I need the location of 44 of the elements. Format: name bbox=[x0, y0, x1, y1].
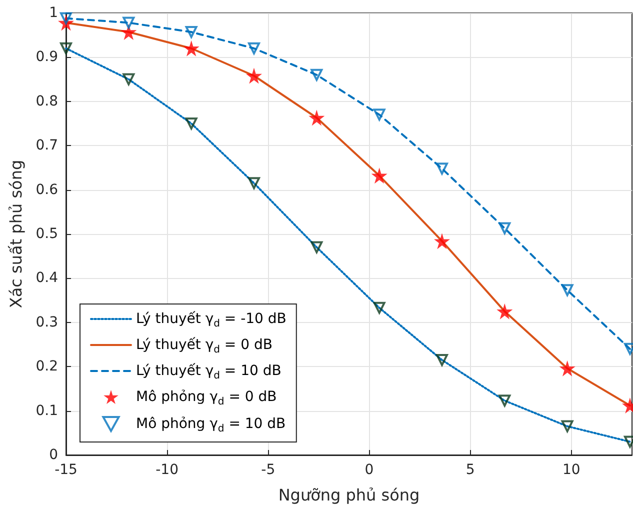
point bbox=[183, 40, 200, 56]
y-tick-label: 0.8 bbox=[36, 93, 58, 110]
point bbox=[434, 233, 450, 250]
point bbox=[561, 284, 574, 296]
point bbox=[310, 241, 323, 254]
y-tick-label: 0.1 bbox=[36, 402, 58, 419]
point bbox=[436, 354, 448, 366]
point bbox=[122, 73, 135, 86]
point bbox=[60, 42, 72, 54]
x-tick-label: 10 bbox=[562, 462, 580, 478]
x-tick-label: -10 bbox=[156, 462, 179, 478]
y-tick-label: 1 bbox=[49, 5, 58, 21]
point bbox=[248, 42, 260, 54]
y-tick-label: 0.6 bbox=[36, 182, 58, 198]
point bbox=[373, 302, 386, 314]
x-tick-label: 5 bbox=[466, 462, 475, 478]
y-tick-label: 0.3 bbox=[36, 314, 58, 330]
point bbox=[496, 303, 513, 320]
point bbox=[120, 24, 137, 40]
point bbox=[371, 168, 388, 184]
y-tick-label: 0.4 bbox=[36, 270, 58, 286]
point bbox=[561, 420, 574, 432]
y-tick-label: 0.9 bbox=[36, 49, 58, 66]
y-tick-label: 0 bbox=[49, 447, 58, 463]
point bbox=[559, 360, 576, 376]
y-tick-label: 0.7 bbox=[36, 138, 58, 154]
x-tick-label: -5 bbox=[261, 462, 276, 478]
point bbox=[246, 68, 262, 84]
point bbox=[248, 177, 260, 190]
point bbox=[498, 222, 511, 234]
point bbox=[498, 394, 511, 407]
point bbox=[185, 26, 198, 38]
point bbox=[122, 16, 135, 29]
y-tick-label: 0.5 bbox=[36, 226, 58, 242]
y-tick-label: 0.2 bbox=[36, 358, 58, 375]
x-axis-title: Ngưỡng phủ sóng bbox=[278, 486, 420, 504]
x-tick-label: 0 bbox=[364, 462, 374, 478]
point bbox=[308, 110, 325, 126]
point bbox=[373, 108, 386, 121]
point bbox=[185, 118, 198, 130]
y-axis-title: Xác suất phủ sóng bbox=[6, 160, 26, 308]
x-tick-label: -15 bbox=[54, 462, 78, 478]
point bbox=[436, 162, 448, 175]
point bbox=[310, 68, 323, 81]
